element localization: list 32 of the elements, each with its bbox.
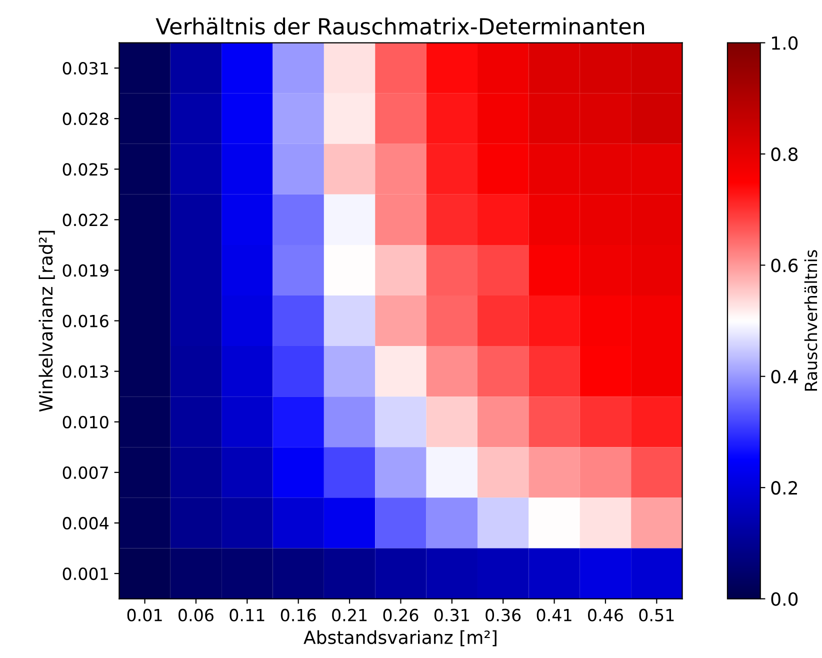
y-tick-label: 0.007	[62, 466, 108, 479]
color-bar-label: 0.0	[771, 592, 798, 606]
y-axis-title: Winkelvarianz [rad²]	[38, 230, 55, 412]
color-bar-label: 0.6	[771, 258, 798, 272]
x-tick-label: 0.31	[434, 608, 469, 622]
y-tick-label: 0.004	[62, 516, 109, 530]
color-bar-label: 0.4	[771, 370, 798, 384]
y-tick-label: 0.010	[62, 416, 108, 428]
x-tick-label: 0.16	[280, 608, 316, 622]
color-bar-label: 1.0	[772, 36, 798, 50]
x-tick-label: 0.01	[127, 608, 162, 622]
y-tick-label: 0.016	[62, 314, 108, 328]
x-tick-label: 0.26	[383, 608, 418, 622]
y-tick-label: 0.001	[62, 567, 108, 580]
x-tick-label: 0.41	[536, 608, 572, 622]
x-axis-title: Abstandsvarianz [m²]	[304, 630, 496, 646]
y-tick-label: 0.013	[62, 365, 108, 378]
x-tick-label: 0.46	[588, 608, 623, 622]
x-tick-label: 0.51	[639, 608, 674, 622]
x-tick-label: 0.06	[178, 608, 214, 622]
color-bar-label: 0.8	[771, 147, 798, 162]
y-tick-label: 0.025	[62, 163, 108, 176]
x-tick-label: 0.11	[230, 608, 264, 622]
color-bar-label: 0.2	[771, 481, 797, 495]
color-bar-title: Rauschverhältnis	[804, 250, 818, 391]
y-tick-label: 0.028	[62, 112, 108, 126]
y-tick-label: 0.031	[62, 62, 108, 75]
x-tick-label: 0.36	[486, 608, 521, 622]
chart-title: Verhältnis der Rauschmatrix-Determinanten	[156, 18, 644, 35]
y-tick-label: 0.019	[62, 264, 108, 277]
y-tick-label: 0.022	[62, 214, 108, 226]
x-tick-label: 0.21	[332, 608, 367, 622]
